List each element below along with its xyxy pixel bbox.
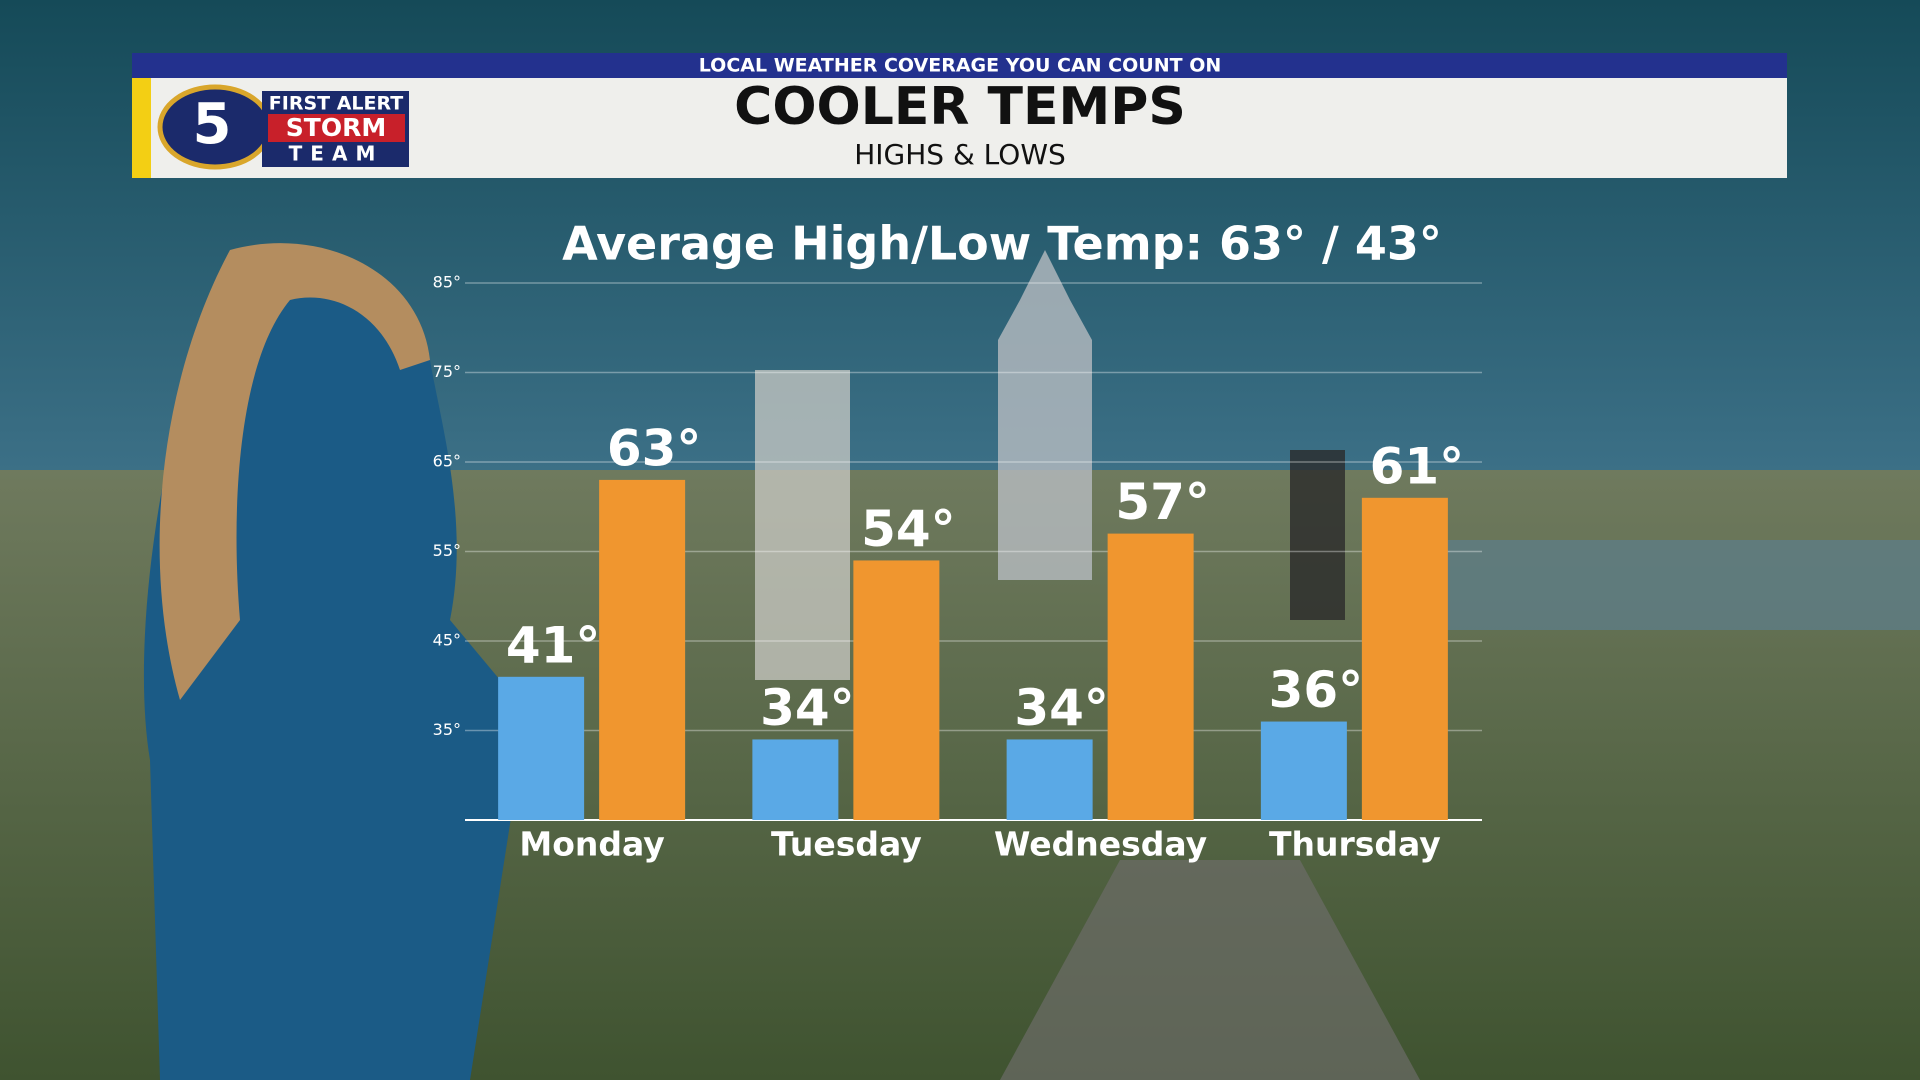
value-label: 63° [607, 419, 702, 477]
bar [1107, 533, 1194, 820]
header-title: COOLER TEMPS [734, 77, 1186, 137]
bar [1006, 739, 1093, 820]
y-tick-label: 35° [433, 720, 461, 739]
clock-tower [1290, 450, 1345, 620]
value-label: 54° [861, 500, 956, 558]
x-tick-label: Tuesday [771, 825, 922, 864]
bar [498, 676, 585, 820]
tagline-bar [132, 53, 1787, 78]
tower [998, 250, 1092, 580]
value-label: 57° [1115, 473, 1210, 531]
value-label: 36° [1269, 661, 1364, 719]
value-label: 61° [1370, 437, 1465, 495]
logo-line3: TEAM [289, 142, 384, 166]
x-tick-label: Monday [519, 825, 664, 864]
x-tick-label: Wednesday [994, 825, 1207, 864]
chart-title: Average High/Low Temp: 63° / 43° [562, 217, 1442, 271]
bar [1260, 721, 1347, 820]
value-label: 41° [506, 616, 601, 674]
logo-number: 5 [193, 92, 232, 157]
logo-line2: STORM [286, 113, 386, 142]
accent-stripe [132, 78, 151, 178]
bar [599, 479, 686, 820]
logo-line1: FIRST ALERT [269, 93, 404, 115]
bar [1361, 497, 1448, 820]
logo-red-band [268, 114, 405, 142]
value-label: 34° [1014, 679, 1109, 737]
y-tick-label: 65° [433, 452, 461, 471]
highway [1000, 860, 1420, 1080]
river [1430, 540, 1920, 630]
y-tick-label: 55° [433, 541, 461, 560]
value-label: 34° [760, 679, 855, 737]
building [755, 370, 850, 680]
header-subtitle: HIGHS & LOWS [854, 138, 1066, 171]
presenter-hair [159, 243, 430, 700]
y-tick-label: 75° [433, 362, 461, 381]
x-tick-label: Thursday [1269, 825, 1441, 864]
chart: 35° 45° 55° 65° 75° 85° Monday 41° 63° Tuesday 34°… [433, 273, 1482, 864]
bar [752, 739, 839, 820]
y-tick-label: 45° [433, 631, 461, 650]
logo: 5 FIRST ALERT STORM TEAM [157, 84, 409, 170]
y-tick-label: 85° [433, 273, 461, 292]
tagline: LOCAL WEATHER COVERAGE YOU CAN COUNT ON [699, 55, 1222, 77]
bar [853, 560, 940, 820]
